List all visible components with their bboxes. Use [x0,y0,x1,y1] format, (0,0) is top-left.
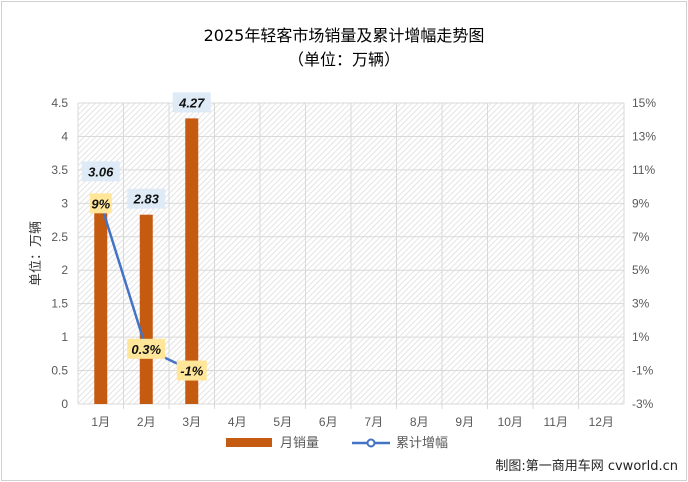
legend-line-marker [366,438,376,448]
x-tick-label: 12月 [589,415,614,429]
line-data-label: 9% [91,196,110,211]
bar-data-label: 4.27 [178,95,205,110]
x-tick-label: 3月 [182,415,201,429]
y-tick-label: 0 [61,397,68,411]
y2-tick-label: -1% [632,364,654,378]
bar [185,118,199,404]
x-tick-label: 8月 [410,415,429,429]
legend-bar-swatch [226,438,272,447]
line-data-label-bg [89,193,112,214]
y2-tick-label: 13% [632,129,656,143]
y2-tick-label: 5% [632,263,650,277]
y2-tick-label: 3% [632,297,650,311]
bar-data-label-bg [127,188,166,209]
y-tick-label: 2 [61,263,68,277]
y2-tick-label: -3% [632,397,654,411]
x-tick-label: 4月 [228,415,247,429]
y-tick-label: 2.5 [51,230,68,244]
y2-tick-label: 1% [632,330,650,344]
x-tick-label: 10月 [498,415,523,429]
line-data-label-bg [176,360,207,381]
bar-data-label: 2.83 [133,192,160,207]
x-tick-label: 7月 [364,415,383,429]
y-tick-label: 3 [61,196,68,210]
y2-tick-label: 9% [632,196,650,210]
bar-data-label-bg [81,161,120,182]
y-tick-label: 4.5 [51,96,68,110]
y-tick-label: 0.5 [51,364,68,378]
y2-tick-label: 11% [632,163,655,177]
x-tick-label: 6月 [319,415,338,429]
bar [94,199,108,404]
bar [139,214,153,404]
bar-data-label-bg [172,92,211,113]
line-data-label: -1% [180,364,204,379]
legend-bar-label: 月销量 [280,435,319,450]
y-tick-label: 4 [61,129,68,143]
y-axis-title: 单位：万辆 [28,221,43,286]
x-tick-label: 2月 [137,415,156,429]
y-tick-label: 1.5 [51,297,68,311]
credit: 制图:第一商用车网 cvworld.cn [495,459,678,474]
y-tick-label: 1 [61,330,68,344]
legend-line-label: 累计增幅 [396,435,448,450]
chart-subtitle: （单位：万辆） [287,50,400,69]
line-data-label-bg [127,338,166,359]
x-tick-label: 5月 [273,415,292,429]
chart-title: 2025年轻客市场销量及累计增幅走势图 [203,26,485,45]
y-tick-label: 3.5 [51,163,68,177]
bar-data-label: 3.06 [88,164,114,179]
x-tick-label: 11月 [544,415,568,429]
y2-tick-label: 7% [632,230,650,244]
x-tick-label: 9月 [455,415,474,429]
line-data-label: 0.3% [131,342,161,357]
x-tick-label: 1月 [91,415,110,429]
y2-tick-label: 15% [632,96,656,110]
